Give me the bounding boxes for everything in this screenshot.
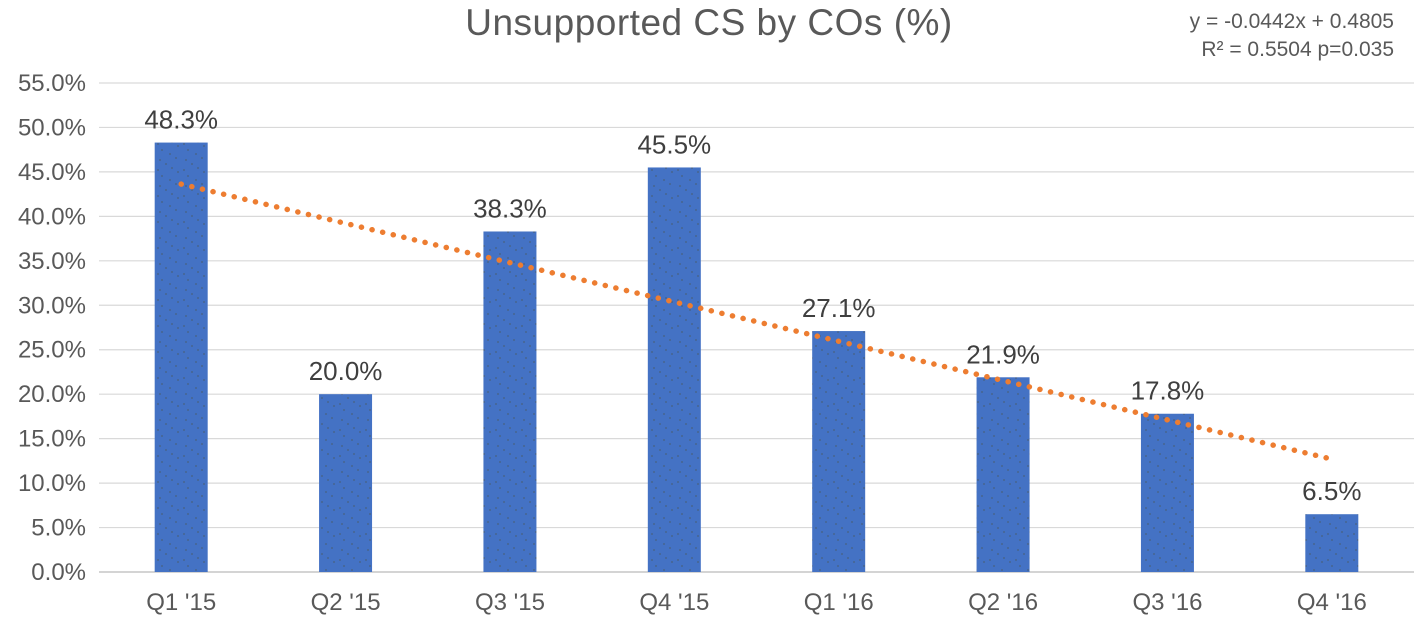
- bar-value-label: 20.0%: [309, 356, 383, 386]
- x-tick-label: Q3 '15: [475, 589, 545, 616]
- trendline-equation-line1: y = -0.0442x + 0.4805: [1189, 10, 1394, 33]
- x-tick-label: Q1 '16: [804, 589, 874, 616]
- bar-value-label: 48.3%: [144, 105, 218, 135]
- bar-value-label: 17.8%: [1131, 376, 1205, 406]
- bar: [647, 167, 701, 573]
- trendline: [178, 181, 1335, 462]
- bar: [319, 394, 373, 572]
- y-tick-label: 20.0%: [18, 381, 86, 408]
- y-tick-label: 0.0%: [31, 559, 86, 586]
- chart-title: Unsupported CS by COs (%): [465, 2, 953, 43]
- y-tick-label: 30.0%: [18, 292, 86, 319]
- bar: [812, 331, 866, 572]
- bar: [1305, 514, 1359, 572]
- y-tick-label: 15.0%: [18, 426, 86, 453]
- bar-value-label: 38.3%: [473, 193, 547, 223]
- y-tick-label: 45.0%: [18, 159, 86, 186]
- y-tick-label: 25.0%: [18, 337, 86, 364]
- bar-value-label: 45.5%: [637, 129, 711, 159]
- bar: [483, 231, 537, 572]
- trendline-equation: y = -0.0442x + 0.4805 R² = 0.5504 p=0.03…: [1190, 8, 1394, 64]
- y-tick-label: 35.0%: [18, 248, 86, 275]
- bar: [154, 142, 208, 572]
- y-tick-label: 10.0%: [18, 470, 86, 497]
- bar-value-label: 6.5%: [1302, 476, 1361, 506]
- x-tick-label: Q3 '16: [1132, 589, 1202, 616]
- x-tick-label: Q4 '16: [1297, 589, 1367, 616]
- y-tick-label: 40.0%: [18, 203, 86, 230]
- x-tick-label: Q2 '15: [311, 589, 381, 616]
- trendline-rsquared-line2: R² = 0.5504 p=0.035: [1201, 38, 1394, 61]
- bar-value-label: 21.9%: [966, 339, 1040, 369]
- x-tick-label: Q4 '15: [639, 589, 709, 616]
- bar-value-label: 27.1%: [802, 293, 876, 323]
- y-tick-label: 50.0%: [18, 114, 86, 141]
- y-tick-label: 55.0%: [18, 70, 86, 97]
- x-tick-label: Q2 '16: [968, 589, 1038, 616]
- y-tick-label: 5.0%: [31, 515, 86, 542]
- bar: [976, 377, 1030, 572]
- bar: [1140, 413, 1194, 572]
- x-tick-label: Q1 '15: [146, 589, 216, 616]
